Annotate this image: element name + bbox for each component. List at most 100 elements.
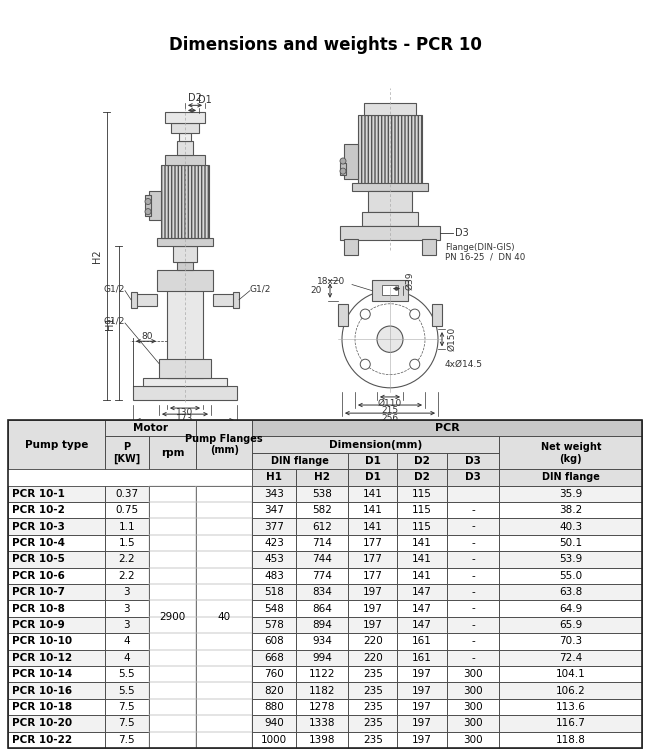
Text: 3: 3 bbox=[124, 603, 130, 614]
Bar bbox=[105, 650, 149, 666]
Text: 760: 760 bbox=[265, 669, 284, 679]
Text: 235: 235 bbox=[363, 719, 383, 728]
Text: PCR 10-22: PCR 10-22 bbox=[12, 734, 72, 745]
Bar bbox=[348, 469, 397, 486]
Bar bbox=[364, 103, 416, 115]
Text: D3: D3 bbox=[465, 472, 481, 483]
Text: D3: D3 bbox=[455, 228, 469, 238]
Bar bbox=[397, 617, 447, 633]
Bar bbox=[348, 715, 397, 731]
Bar bbox=[499, 715, 642, 731]
Circle shape bbox=[410, 359, 420, 369]
Text: PCR 10-14: PCR 10-14 bbox=[12, 669, 72, 679]
Text: 548: 548 bbox=[265, 603, 284, 614]
Circle shape bbox=[377, 326, 403, 352]
Bar bbox=[362, 212, 418, 225]
Text: 483: 483 bbox=[265, 571, 284, 581]
Text: 668: 668 bbox=[265, 653, 284, 663]
Text: 343: 343 bbox=[265, 489, 284, 499]
Text: 1.5: 1.5 bbox=[118, 538, 135, 548]
Circle shape bbox=[145, 209, 151, 215]
Bar bbox=[296, 486, 348, 502]
Text: 834: 834 bbox=[313, 587, 332, 597]
Bar bbox=[196, 617, 252, 633]
Text: 177: 177 bbox=[363, 571, 383, 581]
Bar bbox=[149, 633, 196, 650]
Bar bbox=[149, 584, 196, 600]
Text: 1000: 1000 bbox=[261, 734, 287, 745]
Bar bbox=[499, 584, 642, 600]
Bar bbox=[348, 633, 397, 650]
Bar bbox=[296, 600, 348, 617]
Bar bbox=[499, 600, 642, 617]
Bar bbox=[447, 650, 499, 666]
Bar bbox=[196, 633, 252, 650]
Text: 423: 423 bbox=[265, 538, 284, 548]
Bar bbox=[397, 535, 447, 551]
Text: 63.8: 63.8 bbox=[559, 587, 582, 597]
Text: PCR 10-12: PCR 10-12 bbox=[12, 653, 72, 663]
Bar bbox=[196, 568, 252, 584]
Bar bbox=[252, 633, 296, 650]
Bar bbox=[233, 292, 239, 308]
Bar bbox=[159, 360, 211, 378]
Text: 104.1: 104.1 bbox=[556, 669, 586, 679]
Bar bbox=[196, 502, 252, 519]
Text: D1: D1 bbox=[365, 472, 381, 483]
Bar bbox=[397, 584, 447, 600]
Text: 518: 518 bbox=[265, 587, 284, 597]
Bar bbox=[348, 486, 397, 502]
Text: PCR 10-16: PCR 10-16 bbox=[12, 685, 72, 696]
Bar bbox=[499, 551, 642, 568]
Bar bbox=[252, 519, 296, 535]
Bar bbox=[447, 617, 499, 633]
Text: 347: 347 bbox=[265, 505, 284, 515]
Bar bbox=[196, 600, 252, 617]
Text: 40: 40 bbox=[218, 611, 231, 622]
Text: 235: 235 bbox=[363, 734, 383, 745]
Text: -: - bbox=[471, 538, 475, 548]
Text: Ø39: Ø39 bbox=[405, 271, 414, 290]
Text: 141: 141 bbox=[412, 571, 432, 581]
Bar bbox=[348, 699, 397, 715]
Bar bbox=[296, 568, 348, 584]
Bar bbox=[8, 682, 105, 699]
Text: 70.3: 70.3 bbox=[559, 636, 582, 646]
Text: 300: 300 bbox=[463, 685, 483, 696]
Bar bbox=[157, 271, 213, 290]
Bar bbox=[105, 600, 149, 617]
Bar bbox=[252, 535, 296, 551]
Text: Ø110: Ø110 bbox=[378, 399, 402, 407]
Text: 300: 300 bbox=[463, 734, 483, 745]
Text: DIN flange: DIN flange bbox=[542, 472, 600, 483]
Text: Motor: Motor bbox=[133, 423, 168, 434]
Bar bbox=[499, 633, 642, 650]
Circle shape bbox=[360, 359, 370, 369]
Text: 2900: 2900 bbox=[159, 611, 185, 622]
Text: PCR 10-10: PCR 10-10 bbox=[12, 636, 72, 646]
Bar bbox=[499, 469, 642, 486]
Text: PCR 10-2: PCR 10-2 bbox=[12, 505, 64, 515]
Bar bbox=[447, 715, 499, 731]
Bar bbox=[447, 452, 499, 469]
Bar bbox=[177, 262, 193, 271]
Text: -: - bbox=[471, 571, 475, 581]
Bar bbox=[447, 519, 499, 535]
Text: 147: 147 bbox=[412, 620, 432, 630]
Text: 280: 280 bbox=[176, 421, 194, 430]
Bar bbox=[105, 666, 149, 682]
Text: 612: 612 bbox=[313, 522, 332, 532]
Bar bbox=[8, 502, 105, 519]
Bar bbox=[8, 731, 105, 748]
Text: PCR 10-1: PCR 10-1 bbox=[12, 489, 64, 499]
Text: 934: 934 bbox=[313, 636, 332, 646]
Text: 300: 300 bbox=[463, 719, 483, 728]
Text: 141: 141 bbox=[412, 538, 432, 548]
Text: 714: 714 bbox=[313, 538, 332, 548]
Text: -: - bbox=[471, 587, 475, 597]
Text: 215: 215 bbox=[382, 406, 398, 415]
Bar bbox=[422, 239, 436, 255]
Bar bbox=[296, 519, 348, 535]
Text: 2.2: 2.2 bbox=[118, 571, 135, 581]
Bar bbox=[196, 535, 252, 551]
